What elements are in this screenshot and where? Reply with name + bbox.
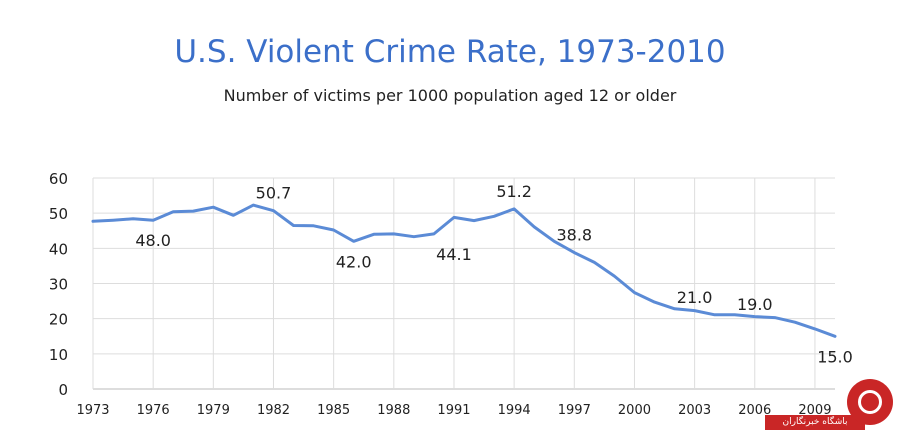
x-tick-label: 1985: [317, 403, 350, 418]
chart-title: U.S. Violent Crime Rate, 1973-2010: [174, 34, 726, 70]
x-tick-label: 2006: [738, 403, 771, 418]
y-tick-label: 10: [49, 346, 68, 364]
y-tick-label: 0: [58, 381, 68, 399]
data-label: 50.7: [256, 184, 292, 203]
data-label: 21.0: [677, 288, 713, 307]
x-tick-label: 1976: [137, 403, 170, 418]
chart-subtitle: Number of victims per 1000 population ag…: [223, 86, 677, 105]
x-tick-label: 1988: [377, 403, 410, 418]
x-tick-label: 2009: [798, 403, 831, 418]
y-tick-label: 30: [49, 276, 68, 294]
data-label: 19.0: [737, 295, 773, 314]
y-tick-label: 40: [49, 240, 68, 258]
data-label: 48.0: [135, 231, 171, 250]
series-line: [91, 203, 837, 338]
watermark-logo: باشگاه خبرنگاران: [765, 377, 895, 431]
y-tick-label: 50: [49, 205, 68, 223]
y-tick-label: 20: [49, 311, 68, 329]
data-label: 15.0: [817, 347, 853, 366]
watermark-text: باشگاه خبرنگاران: [765, 415, 865, 430]
logo-icon: [847, 379, 893, 425]
x-tick-label: 1994: [498, 403, 531, 418]
x-tick-label: 1997: [558, 403, 591, 418]
x-tick-label: 1979: [197, 403, 230, 418]
y-tick-label: 60: [49, 170, 68, 188]
x-tick-label: 2003: [678, 403, 711, 418]
data-label: 38.8: [556, 226, 592, 245]
x-tick-label: 1973: [76, 403, 109, 418]
x-tick-label: 2000: [618, 403, 651, 418]
x-tick-label: 1991: [437, 403, 470, 418]
data-label: 42.0: [336, 252, 372, 271]
data-label: 51.2: [496, 182, 532, 201]
x-tick-label: 1982: [257, 403, 290, 418]
data-label: 44.1: [436, 245, 472, 264]
